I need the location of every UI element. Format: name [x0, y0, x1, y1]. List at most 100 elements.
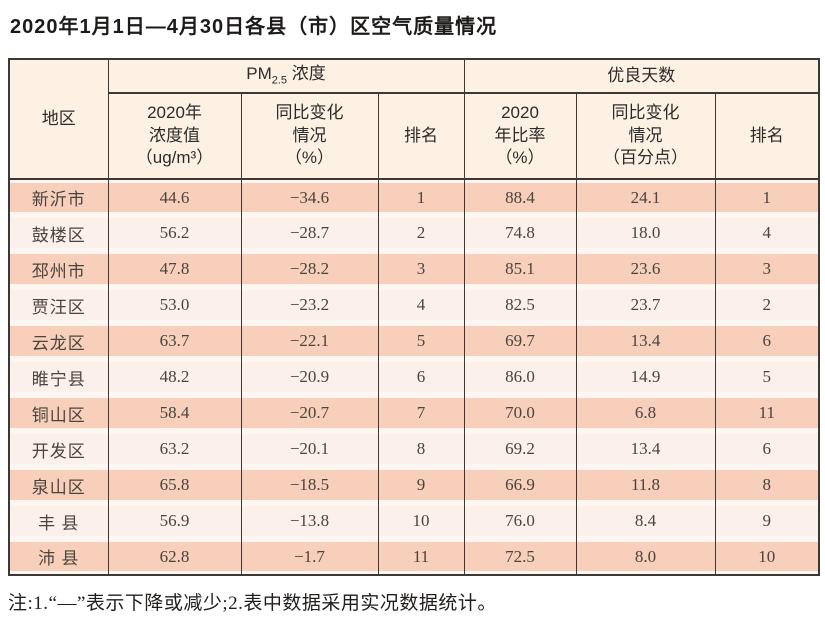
value-cell: −20.9 [240, 359, 378, 395]
column-header-region: 地区 [8, 59, 108, 180]
column-header-pm-rank: 排名 [377, 93, 464, 180]
value-cell: 24.1 [575, 179, 715, 215]
pm25-label-subscript: 2.5 [271, 74, 288, 87]
value-cell: 63.2 [107, 431, 241, 467]
value-cell: 66.9 [463, 467, 576, 503]
value-cell: −20.1 [240, 431, 378, 467]
value-cell: 5 [714, 359, 820, 395]
value-cell: 53.0 [107, 287, 241, 323]
column-header-gd-change: 同比变化 情况 （百分点） [575, 93, 715, 180]
value-cell: 3 [377, 251, 464, 287]
table-row: 睢宁县 48.2 −20.9 6 86.0 14.9 5 [8, 359, 820, 395]
header-columns-row: 2020年 浓度值 （ug/m³） 同比变化 情况 （%） 排名 2020 年比… [9, 93, 820, 180]
value-cell: 9 [714, 503, 820, 539]
value-cell: 8 [714, 467, 820, 503]
table-row: 铜山区 58.4 −20.7 7 70.0 6.8 11 [8, 395, 820, 431]
region-cell: 新沂市 [8, 179, 108, 215]
value-cell: −34.6 [240, 179, 378, 215]
value-cell: 11.8 [575, 467, 715, 503]
table-row: 泉山区 65.8 −18.5 9 66.9 11.8 8 [8, 467, 820, 503]
value-cell: 58.4 [107, 395, 241, 431]
value-cell: 10 [377, 503, 464, 539]
value-cell: 5 [377, 323, 464, 359]
column-header-pm-value: 2020年 浓度值 （ug/m³） [107, 93, 241, 180]
column-group-pm25: PM2.5 浓度 [107, 59, 464, 94]
value-cell: 2 [714, 287, 820, 323]
value-cell: 10 [714, 539, 820, 575]
table-header: 地区 PM2.5 浓度 优良天数 2020年 浓度值 （ug/m³） 同比变化 … [8, 59, 820, 180]
value-cell: 4 [377, 287, 464, 323]
value-cell: 6.8 [575, 395, 715, 431]
value-cell: −1.7 [240, 539, 378, 575]
value-cell: 62.8 [107, 539, 241, 575]
value-cell: 70.0 [463, 395, 576, 431]
column-header-gd-ratio: 2020 年比率 （%） [463, 93, 576, 180]
value-cell: 56.9 [107, 503, 241, 539]
value-cell: 23.7 [575, 287, 715, 323]
region-cell: 泉山区 [8, 467, 108, 503]
value-cell: 56.2 [107, 215, 241, 251]
region-cell: 鼓楼区 [8, 215, 108, 251]
value-cell: 8.4 [575, 503, 715, 539]
value-cell: −20.7 [240, 395, 378, 431]
region-cell: 铜山区 [8, 395, 108, 431]
value-cell: 18.0 [575, 215, 715, 251]
value-cell: −13.8 [240, 503, 378, 539]
region-cell: 邳州市 [8, 251, 108, 287]
value-cell: 1 [714, 179, 820, 215]
table-row: 新沂市 44.6 −34.6 1 88.4 24.1 1 [8, 179, 820, 215]
value-cell: 13.4 [575, 323, 715, 359]
value-cell: 47.8 [107, 251, 241, 287]
column-group-good-days: 优良天数 [463, 59, 820, 94]
value-cell: −18.5 [240, 467, 378, 503]
value-cell: 82.5 [463, 287, 576, 323]
value-cell: 86.0 [463, 359, 576, 395]
value-cell: −28.2 [240, 251, 378, 287]
value-cell: 6 [714, 323, 820, 359]
value-cell: 11 [377, 539, 464, 575]
pm25-label-suffix: 浓度 [287, 64, 326, 84]
value-cell: 76.0 [463, 503, 576, 539]
value-cell: 4 [714, 215, 820, 251]
header-group-row: 地区 PM2.5 浓度 优良天数 [8, 59, 820, 180]
table-row: 丰 县 56.9 −13.8 10 76.0 8.4 9 [8, 503, 820, 539]
footnote: 注:1.“—”表示下降或减少;2.表中数据采用实况数据统计。 [8, 593, 497, 614]
table-row: 云龙区 63.7 −22.1 5 69.7 13.4 6 [8, 323, 820, 359]
value-cell: 6 [714, 431, 820, 467]
table-row: 鼓楼区 56.2 −28.7 2 74.8 18.0 4 [8, 215, 820, 251]
value-cell: 44.6 [107, 179, 241, 215]
region-cell: 开发区 [8, 431, 108, 467]
value-cell: 8.0 [575, 539, 715, 575]
value-cell: 1 [377, 179, 464, 215]
value-cell: 6 [377, 359, 464, 395]
value-cell: 88.4 [463, 179, 576, 215]
column-header-gd-rank: 排名 [714, 93, 820, 180]
table-row: 沛 县 62.8 −1.7 11 72.5 8.0 10 [8, 539, 820, 575]
table-body: 新沂市 44.6 −34.6 1 88.4 24.1 1 鼓楼区 56.2 −28.7 2 74.8 1… [8, 179, 820, 575]
value-cell: 2 [377, 215, 464, 251]
value-cell: 63.7 [107, 323, 241, 359]
value-cell: 11 [714, 395, 820, 431]
region-cell: 丰 县 [8, 503, 108, 539]
value-cell: −22.1 [240, 323, 378, 359]
pm25-label-prefix: PM [246, 64, 272, 84]
value-cell: 3 [714, 251, 820, 287]
value-cell: 74.8 [463, 215, 576, 251]
region-cell: 贾汪区 [8, 287, 108, 323]
air-quality-table: 地区 PM2.5 浓度 优良天数 2020年 浓度值 （ug/m³） 同比变化 … [8, 58, 821, 576]
table-row: 开发区 63.2 −20.1 8 69.2 13.4 6 [8, 431, 820, 467]
value-cell: 85.1 [463, 251, 576, 287]
value-cell: 69.2 [463, 431, 576, 467]
value-cell: 8 [377, 431, 464, 467]
region-cell: 云龙区 [8, 323, 108, 359]
value-cell: −28.7 [240, 215, 378, 251]
value-cell: 48.2 [107, 359, 241, 395]
value-cell: 9 [377, 467, 464, 503]
page-title: 2020年1月1日—4月30日各县（市）区空气质量情况 [10, 16, 498, 38]
value-cell: 69.7 [463, 323, 576, 359]
region-cell: 睢宁县 [8, 359, 108, 395]
table-row: 邳州市 47.8 −28.2 3 85.1 23.6 3 [8, 251, 820, 287]
region-cell: 沛 县 [8, 539, 108, 575]
value-cell: 13.4 [575, 431, 715, 467]
value-cell: 72.5 [463, 539, 576, 575]
